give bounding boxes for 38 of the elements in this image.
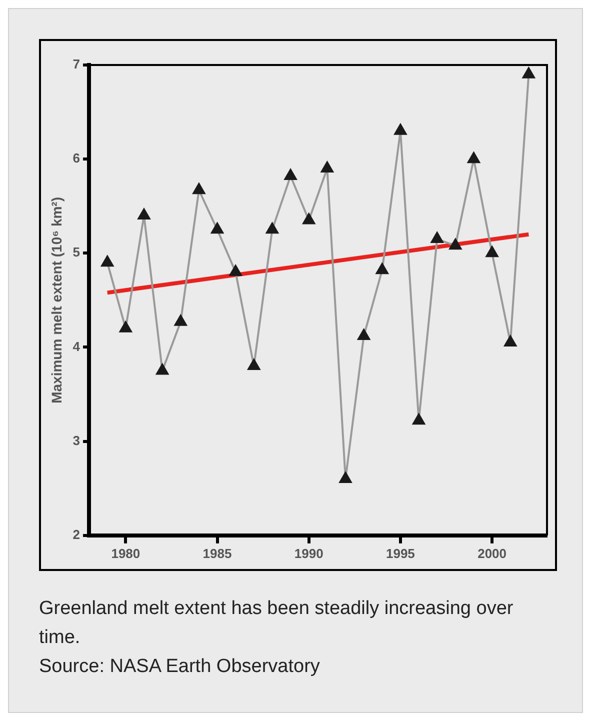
point (174, 314, 187, 326)
point (468, 152, 480, 164)
point (358, 328, 370, 340)
point (229, 264, 242, 276)
point (248, 359, 260, 370)
x-tick-label: 1980 (111, 546, 140, 561)
y-axis-title: Maximum melt extent (10⁶ km²) (48, 197, 64, 404)
text: Greenland melt extent has been steadily increasing over time. (39, 597, 514, 650)
point (430, 232, 444, 244)
point (320, 161, 334, 172)
y-tick-label: 6 (72, 150, 80, 166)
y-tick-label: 3 (72, 432, 80, 448)
point (211, 222, 224, 234)
point (266, 222, 278, 234)
point (284, 169, 297, 180)
point (394, 124, 407, 135)
x-tick-label: 1990 (294, 546, 324, 561)
x-tick-label: 2000 (478, 546, 507, 561)
x-tick-label: 1995 (386, 546, 415, 561)
point (101, 256, 114, 267)
y-tick-label: 7 (72, 56, 80, 72)
point (376, 263, 388, 274)
point (302, 213, 316, 224)
point (119, 321, 132, 332)
y-tick-label: 2 (72, 526, 80, 542)
y-tick-label: 5 (72, 244, 80, 260)
source-note: Source: NASA Earth Observatory (39, 655, 321, 679)
x-tick-label: 1985 (202, 546, 232, 561)
point (192, 183, 206, 194)
point (156, 364, 168, 375)
point (138, 208, 150, 220)
point (504, 336, 517, 347)
y-tick-label: 4 (72, 338, 81, 354)
point (412, 414, 425, 425)
point (339, 472, 352, 483)
point (522, 67, 535, 78)
point (486, 246, 498, 258)
point (449, 238, 462, 250)
